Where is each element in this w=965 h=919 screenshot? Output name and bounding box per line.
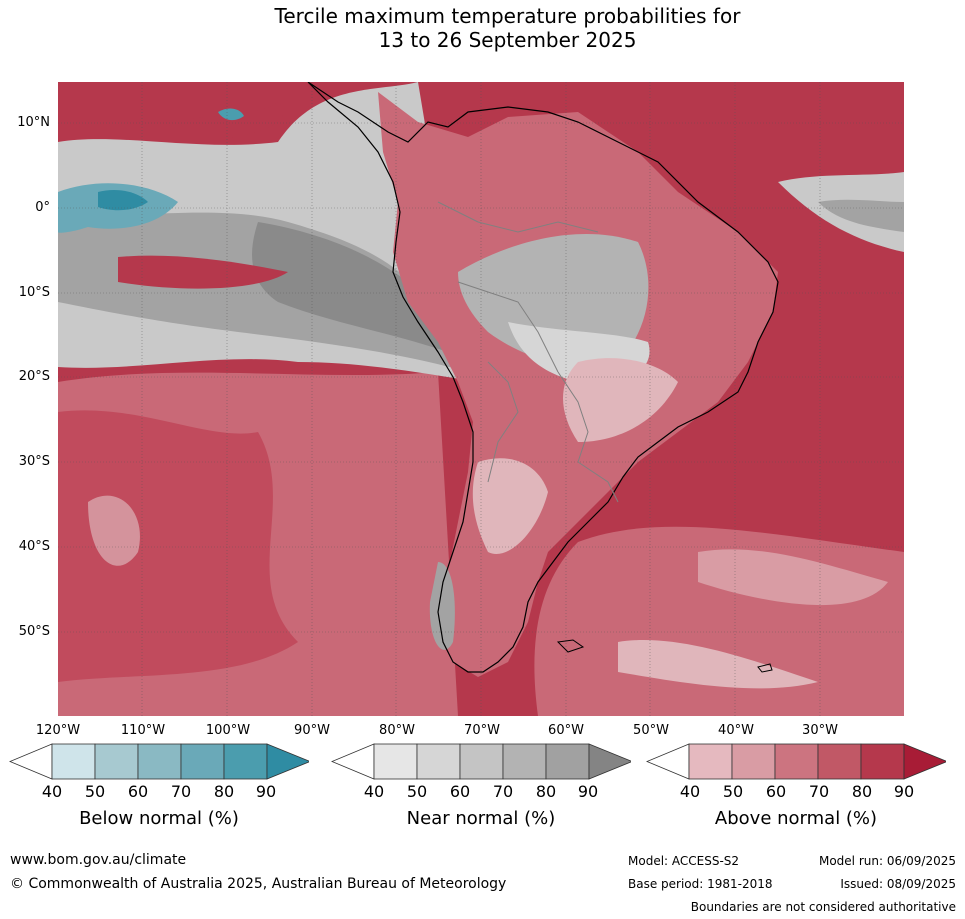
title-line-2: 13 to 26 September 2025: [378, 28, 637, 52]
legend-tick: 80: [851, 782, 873, 801]
colorbar-under-triangle: [645, 743, 690, 780]
model-run: Model run: 06/09/2025: [818, 854, 956, 868]
pacific-near-normal-mid: [58, 212, 468, 372]
colorbar-segment: [223, 743, 268, 780]
legend-above-normal: [645, 743, 949, 785]
lon-label-30w: 30°W: [802, 723, 838, 738]
colorbar-near-normal: [330, 743, 634, 780]
legend-below-normal: [8, 743, 312, 785]
colorbar-segment: [137, 743, 182, 780]
legend-title-below: Below normal (%): [79, 808, 239, 829]
pacific-above-streak-2: [178, 102, 284, 142]
south-pacific-above-70: [58, 410, 298, 682]
south-pacific-above-50: [88, 495, 140, 566]
lon-label-120w: 120°W: [35, 723, 81, 738]
lon-label-40w: 40°W: [718, 723, 754, 738]
colorbar-segment: [688, 743, 733, 780]
lon-label-60w: 60°W: [548, 723, 584, 738]
legend-near-normal: [330, 743, 634, 785]
colorbar-over-triangle: [903, 743, 949, 780]
issued-date: Issued: 08/09/2025: [840, 877, 956, 891]
colorbar-segment: [51, 743, 96, 780]
colorbar-segment: [459, 743, 504, 780]
patagonia-above-50: [472, 458, 548, 554]
amazon-near-normal: [458, 233, 649, 366]
lon-label-110w: 110°W: [120, 723, 166, 738]
south-atlantic-above-50: [698, 549, 888, 606]
colorbar-segment: [416, 743, 461, 780]
colorbar-under-triangle: [8, 743, 53, 780]
south-america-coastline: [307, 82, 779, 673]
colorbar-segment: [502, 743, 547, 780]
southern-chile-near-normal: [429, 562, 455, 650]
legend-title-above: Above normal (%): [714, 808, 878, 829]
below-normal-small: [218, 108, 244, 121]
probability-map: [58, 82, 904, 716]
colorbar-segment: [731, 743, 776, 780]
colorbar-segment: [774, 743, 819, 780]
lon-label-90w: 90°W: [294, 723, 330, 738]
title-line-1: Tercile maximum temperature probabilitie…: [274, 4, 741, 28]
legend-tick: 40: [363, 782, 385, 801]
legend-tick: 70: [492, 782, 514, 801]
graticule: [58, 82, 904, 716]
colorbar-segment: [860, 743, 905, 780]
colorbar-below-normal: [8, 743, 312, 780]
colorbar-over-triangle: [266, 743, 312, 780]
colorbar-segment: [180, 743, 225, 780]
lat-label-0: 0°: [35, 200, 50, 215]
lat-label-20s: 20°S: [18, 369, 50, 384]
website-link[interactable]: www.bom.gov.au/climate: [10, 852, 187, 868]
lon-label-100w: 100°W: [205, 723, 251, 738]
legend-tick: 60: [449, 782, 471, 801]
below-normal-core: [98, 190, 148, 211]
colorbar-segment: [817, 743, 862, 780]
legend-tick: 60: [127, 782, 149, 801]
legend-tick: 40: [41, 782, 63, 801]
legend-tick: 70: [170, 782, 192, 801]
colorbar-under-triangle: [330, 743, 375, 780]
lon-label-70w: 70°W: [464, 723, 500, 738]
central-above-50: [563, 358, 678, 442]
lat-label-10n: 10°N: [17, 115, 50, 130]
base-period: Base period: 1981-2018: [628, 877, 773, 891]
legend-title-near: Near normal (%): [406, 808, 556, 829]
legend-tick: 80: [213, 782, 235, 801]
legend-tick: 60: [765, 782, 787, 801]
legend-tick: 90: [893, 782, 915, 801]
falkland-islands: [556, 639, 585, 653]
atlantic-near-normal-2: [818, 199, 904, 232]
lon-label-50w: 50°W: [633, 723, 669, 738]
south-georgia: [757, 663, 773, 673]
lat-label-40s: 40°S: [18, 539, 50, 554]
boundaries-disclaimer: Boundaries are not considered authoritat…: [690, 900, 956, 914]
legend-tick: 50: [84, 782, 106, 801]
colorbar-above-normal: [645, 743, 949, 780]
pacific-above-streak: [118, 255, 288, 289]
lon-label-80w: 80°W: [379, 723, 415, 738]
model-name: Model: ACCESS-S2: [628, 854, 740, 868]
legend-tick: 70: [808, 782, 830, 801]
lat-label-50s: 50°S: [18, 624, 50, 639]
legend-tick: 80: [535, 782, 557, 801]
colorbar-segment: [94, 743, 139, 780]
lat-label-10s: 10°S: [18, 285, 50, 300]
country-borders: [437, 201, 619, 503]
legend-tick: 90: [255, 782, 277, 801]
pacific-near-normal-dark: [252, 222, 448, 352]
copyright-text: © Commonwealth of Australia 2025, Austra…: [10, 876, 507, 892]
colorbar-over-triangle: [588, 743, 634, 780]
colorbar-segment: [545, 743, 590, 780]
legend-tick: 40: [679, 782, 701, 801]
south-atlantic-above-50b: [618, 640, 818, 689]
colorbar-segment: [373, 743, 418, 780]
legend-tick: 50: [722, 782, 744, 801]
legend-tick: 90: [577, 782, 599, 801]
map-title: Tercile maximum temperature probabilitie…: [0, 4, 965, 52]
legend-tick: 50: [406, 782, 428, 801]
lat-label-30s: 30°S: [18, 454, 50, 469]
